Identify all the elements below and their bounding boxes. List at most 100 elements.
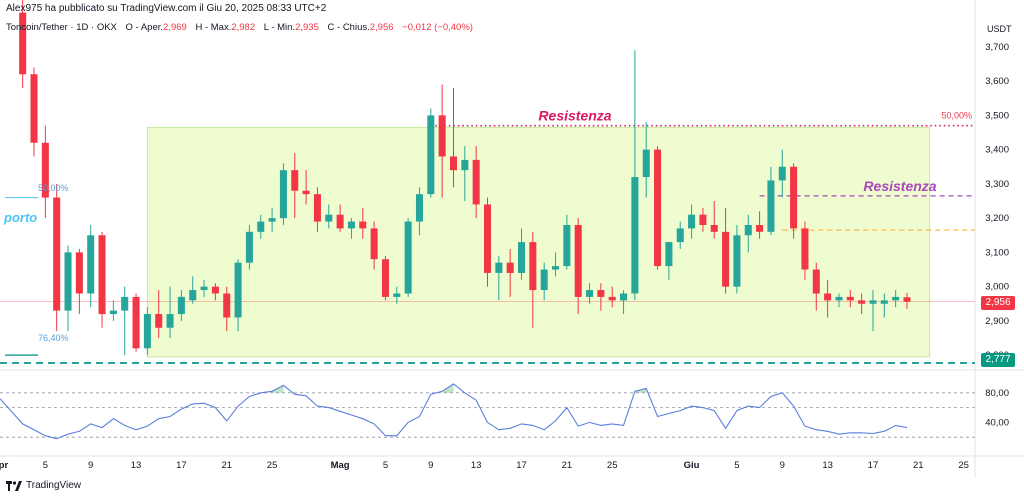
x-tick-label: 25	[607, 460, 618, 471]
x-tick-label: 9	[88, 460, 93, 471]
x-tick-label: 9	[780, 460, 785, 471]
candle	[336, 204, 344, 232]
fib-76-left: 76,40%	[38, 333, 69, 343]
publisher-line: Alex975 ha pubblicato su TradingView.com…	[6, 3, 327, 14]
candle-body	[200, 286, 208, 291]
x-tick-label: 25	[958, 460, 969, 471]
low-label: L - Min.	[263, 22, 296, 33]
currency-label: USDT	[987, 24, 1012, 34]
x-tick-label: 21	[913, 460, 924, 471]
x-tick-label: 5	[734, 460, 739, 471]
candle-body	[245, 231, 253, 263]
range-zone	[146, 126, 931, 358]
candle	[801, 221, 809, 280]
candle	[291, 153, 299, 219]
y-tick-label: 3,100	[985, 247, 1009, 258]
candle	[517, 228, 526, 280]
candle	[597, 283, 605, 311]
candle	[211, 283, 219, 301]
candle	[710, 201, 718, 239]
candle-body	[347, 221, 355, 229]
candle-body	[608, 296, 616, 301]
candle-body	[506, 262, 514, 273]
candle	[880, 293, 888, 318]
y-tick-label: 3,300	[985, 179, 1009, 190]
tradingview-logo-icon	[6, 480, 22, 491]
candle-body	[166, 314, 174, 328]
candle-body	[75, 252, 83, 294]
osc-tick-label: 40,00	[985, 417, 1009, 428]
candle	[404, 218, 412, 297]
candle	[654, 146, 662, 270]
x-tick-label: 21	[221, 460, 232, 471]
candle	[223, 286, 231, 332]
candle-body	[41, 142, 49, 198]
x-tick-label: 13	[131, 460, 142, 471]
candle-body	[415, 194, 423, 222]
candle-body	[381, 259, 389, 297]
candle-body	[892, 296, 900, 301]
candle	[756, 211, 764, 239]
candle-body	[869, 300, 877, 304]
x-tick-label: Apr	[0, 460, 8, 471]
candle	[722, 207, 730, 294]
candle	[586, 283, 594, 304]
candle	[620, 290, 628, 315]
candle-body	[98, 235, 106, 315]
candle-body	[313, 194, 321, 222]
candle	[234, 259, 242, 332]
candle-body	[778, 166, 786, 181]
candle-body	[155, 314, 163, 328]
candle-body	[846, 296, 854, 301]
y-tick-label: 3,000	[985, 282, 1009, 293]
y-tick-label: 3,700	[985, 42, 1009, 53]
candle-body	[223, 293, 231, 318]
candle-body	[109, 310, 117, 315]
candle	[268, 207, 276, 232]
candle-body	[177, 296, 185, 315]
x-tick-label: 13	[822, 460, 833, 471]
candle	[313, 187, 321, 232]
x-tick-label: 21	[562, 460, 573, 471]
candle-body	[30, 74, 38, 143]
open-value: 2,969	[163, 22, 187, 33]
candle	[858, 293, 866, 315]
tradingview-brand[interactable]: TradingView	[6, 480, 81, 491]
candle	[529, 231, 537, 328]
candle-body	[597, 290, 605, 297]
candle	[302, 170, 310, 205]
x-tick-label: 5	[383, 460, 388, 471]
candle-body	[642, 149, 650, 178]
low-value: 2,935	[295, 22, 319, 33]
y-tick-label: 3,600	[985, 76, 1009, 87]
candle	[75, 248, 83, 315]
candle-body	[325, 214, 333, 222]
candle	[461, 146, 469, 201]
candle	[347, 218, 355, 239]
x-tick-label: Mag	[331, 460, 350, 471]
open-label: O - Aper.	[125, 22, 164, 33]
candle-body	[710, 224, 718, 232]
candle-body	[336, 214, 344, 229]
candle	[325, 204, 333, 229]
high-value: 2,982	[231, 22, 256, 33]
candle	[665, 242, 673, 280]
candle	[835, 293, 843, 308]
candle-body	[529, 242, 537, 291]
candle-body	[756, 224, 764, 232]
candle	[778, 149, 786, 198]
candle	[540, 262, 548, 301]
ohlc-header: Toncoin/Tether · 1D · OKX O - Aper.2,969…	[6, 22, 473, 33]
candle	[472, 146, 480, 219]
candle-body	[121, 296, 129, 311]
candle	[449, 87, 458, 188]
candle-body	[654, 149, 662, 267]
y-tick-label: 3,500	[985, 110, 1009, 121]
candle	[189, 276, 197, 304]
x-tick-label: 17	[516, 460, 527, 471]
close-label: C - Chius.	[327, 22, 370, 33]
candle	[98, 231, 106, 328]
symbol-label[interactable]: Toncoin/Tether · 1D · OKX	[6, 22, 117, 33]
candle	[892, 290, 900, 308]
